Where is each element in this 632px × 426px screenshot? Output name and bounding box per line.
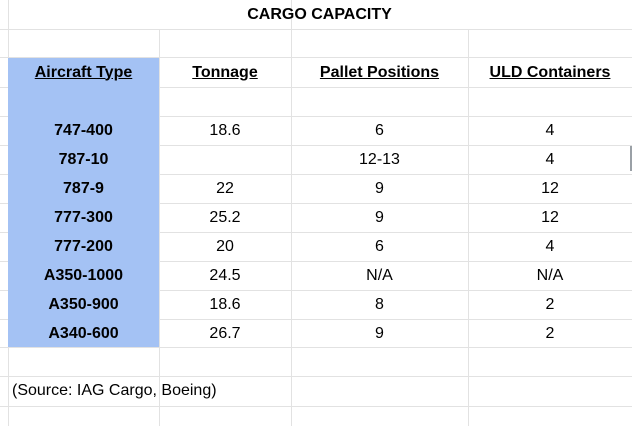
cell-uld-containers[interactable]: 2 — [545, 296, 555, 313]
selection-edge-indicator — [630, 146, 632, 171]
gridline — [0, 203, 632, 204]
cell-aircraft[interactable]: 777-300 — [54, 209, 113, 226]
gridline — [0, 347, 632, 348]
gridline — [0, 376, 632, 377]
header-aircraft-type[interactable]: Aircraft Type — [34, 63, 133, 81]
cell-tonnage[interactable]: 22 — [216, 180, 234, 197]
cell-aircraft[interactable]: 777-200 — [54, 238, 113, 255]
cell-uld-containers[interactable]: 12 — [541, 209, 559, 226]
aircraft-column-highlight — [8, 58, 159, 347]
gridline — [0, 319, 632, 320]
cell-aircraft[interactable]: A340-600 — [48, 324, 119, 342]
gridline — [0, 406, 632, 407]
gridline — [468, 29, 469, 426]
cell-aircraft[interactable]: 747-400 — [54, 122, 113, 139]
cell-tonnage[interactable]: 26.7 — [209, 324, 241, 342]
cell-tonnage[interactable]: 24.5 — [209, 267, 241, 284]
cell-aircraft[interactable]: 787-9 — [63, 180, 104, 197]
cell-uld-containers[interactable]: 4 — [545, 151, 555, 168]
cell-pallet-positions[interactable]: 12-13 — [359, 151, 400, 168]
header-uld-containers[interactable]: ULD Containers — [489, 63, 611, 81]
header-tonnage[interactable]: Tonnage — [192, 63, 258, 81]
cell-aircraft[interactable]: 787-10 — [58, 151, 109, 168]
gridline — [0, 261, 632, 262]
cell-aircraft[interactable]: A350-900 — [48, 296, 119, 313]
sheet-title[interactable]: CARGO CAPACITY — [247, 5, 392, 23]
gridline — [0, 116, 632, 117]
cell-uld-containers[interactable]: 4 — [545, 122, 555, 139]
cell-pallet-positions[interactable]: 8 — [375, 296, 384, 313]
source-note[interactable]: (Source: IAG Cargo, Boeing) — [12, 382, 217, 399]
cell-tonnage[interactable]: 25.2 — [209, 209, 241, 226]
cell-pallet-positions[interactable]: N/A — [366, 267, 393, 284]
gridline — [291, 0, 292, 426]
gridline — [0, 87, 632, 88]
cell-tonnage[interactable]: 18.6 — [209, 296, 241, 313]
cell-pallet-positions[interactable]: 6 — [375, 238, 384, 255]
cell-tonnage[interactable]: 18.6 — [209, 122, 241, 139]
gridline — [0, 232, 632, 233]
gridline — [0, 145, 632, 146]
cell-pallet-positions[interactable]: 9 — [375, 209, 384, 226]
cell-pallet-positions[interactable]: 9 — [375, 180, 384, 197]
cell-tonnage[interactable] — [159, 146, 291, 174]
gridline — [159, 29, 160, 426]
cell-uld-containers[interactable]: 12 — [541, 180, 559, 197]
header-pallet-positions[interactable]: Pallet Positions — [319, 63, 440, 81]
cell-pallet-positions[interactable]: 6 — [375, 122, 384, 139]
cell-uld-containers[interactable]: N/A — [536, 267, 564, 284]
gridline — [0, 174, 632, 175]
cell-aircraft[interactable]: A350-1000 — [43, 267, 124, 284]
cell-uld-containers[interactable]: 2 — [545, 324, 555, 342]
cell-pallet-positions[interactable]: 9 — [375, 324, 384, 342]
cell-tonnage[interactable]: 20 — [216, 238, 234, 255]
gridline — [0, 57, 632, 58]
cell-uld-containers[interactable]: 4 — [545, 238, 555, 255]
gridline — [0, 290, 632, 291]
gridline — [0, 29, 632, 30]
